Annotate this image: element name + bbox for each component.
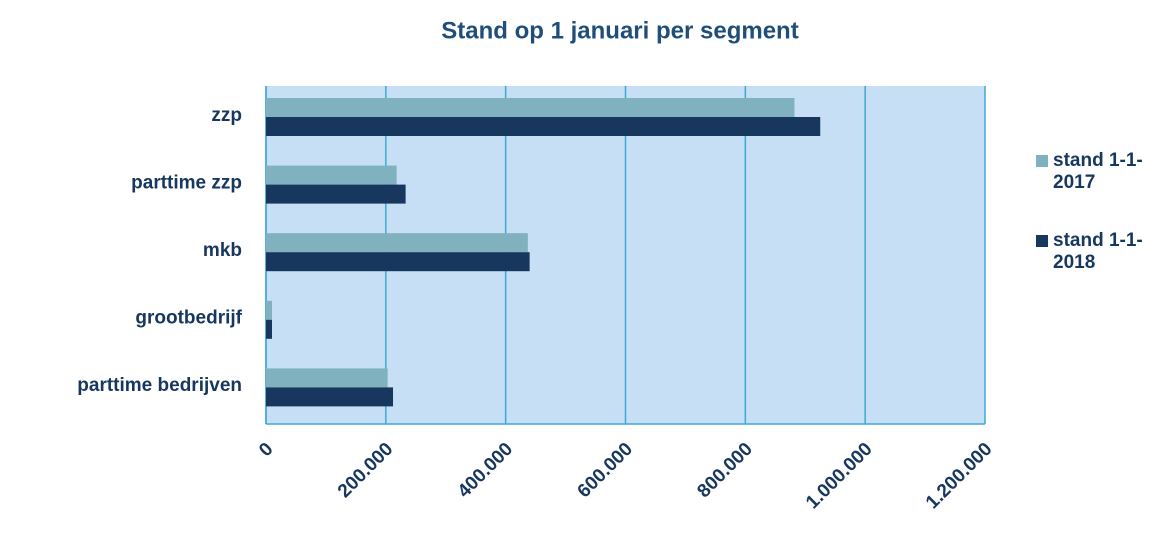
legend-label: stand 1-1-2018: [1053, 230, 1143, 273]
bar: [266, 98, 795, 117]
x-tick-label: 0: [255, 439, 277, 461]
y-tick-label: grootbedrijf: [135, 308, 242, 329]
bar: [266, 117, 821, 136]
legend-swatch: [1036, 235, 1048, 247]
x-tick-label: 600.000: [574, 439, 637, 502]
y-tick-label: mkb: [203, 240, 242, 261]
x-tick-label: 1.000.000: [802, 439, 877, 514]
bar: [266, 233, 528, 253]
legend-label: stand 1-1-2017: [1053, 150, 1143, 193]
chart-title: Stand op 1 januari per segment: [441, 17, 798, 44]
legend-swatch: [1036, 155, 1048, 167]
x-tick-label: 800.000: [693, 439, 756, 502]
x-tick-label: 200.000: [334, 439, 397, 502]
bar: [266, 184, 406, 204]
y-tick-label: parttime bedrijven: [77, 375, 242, 396]
bar: [266, 300, 272, 320]
bar: [266, 252, 530, 272]
bar: [266, 165, 397, 185]
bar: [266, 319, 272, 339]
x-tick-label: 1.200.000: [922, 439, 997, 514]
x-tick-label: 400.000: [454, 439, 517, 502]
y-tick-label: parttime zzp: [131, 172, 242, 193]
bar: [266, 387, 394, 407]
bar: [266, 368, 388, 388]
y-tick-label: zzp: [211, 105, 242, 126]
